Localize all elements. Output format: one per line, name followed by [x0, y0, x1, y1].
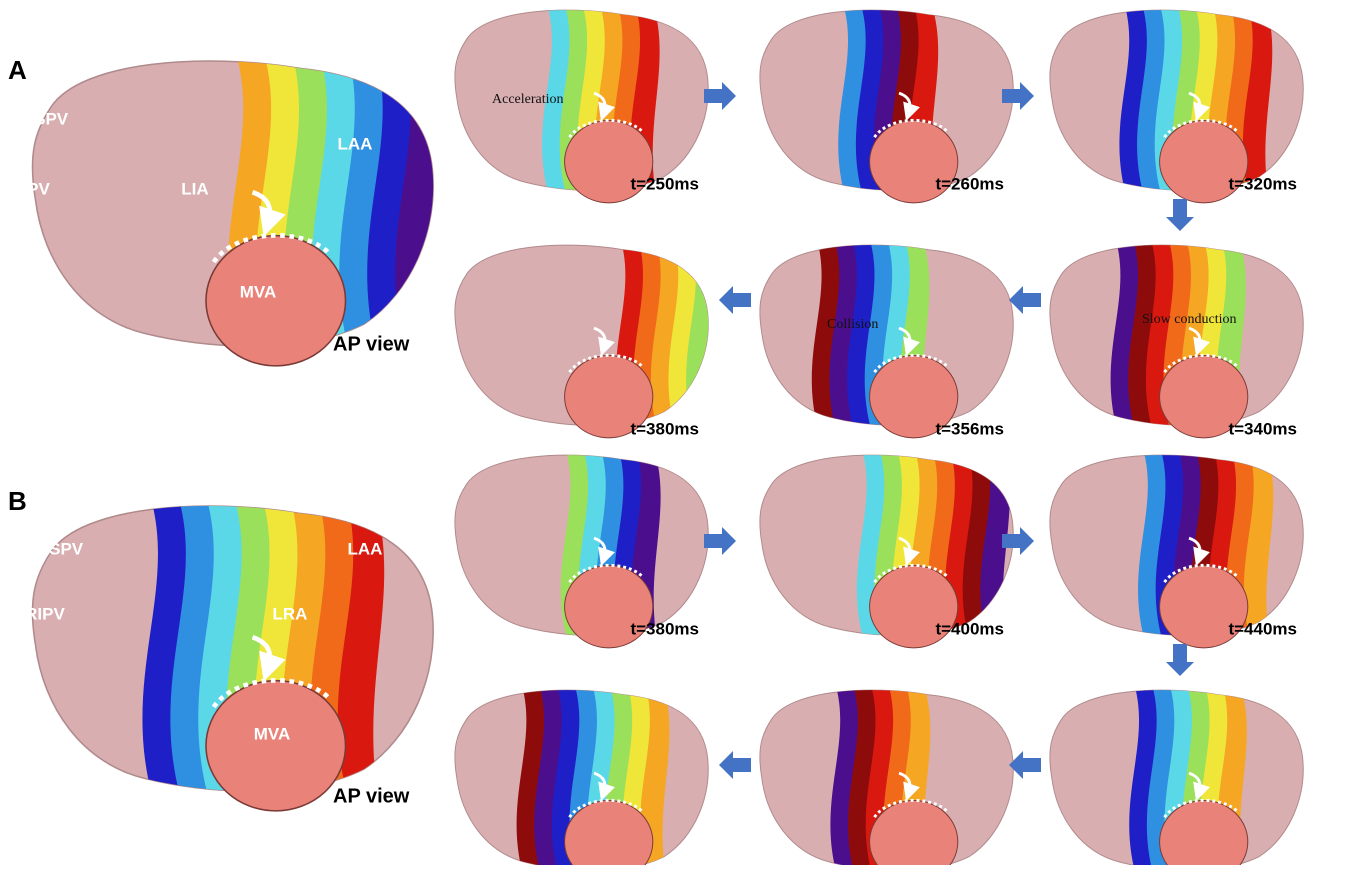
atrium-map	[455, 225, 716, 441]
atrium-map	[1050, 225, 1303, 441]
anatomy-label: RIPV	[25, 604, 65, 623]
time-label: t=356ms	[935, 419, 1004, 438]
time-label: t=380ms	[630, 619, 699, 638]
flow-arrow	[1166, 644, 1194, 676]
view-label: AP view	[333, 333, 410, 355]
annotation: Acceleration	[492, 92, 564, 107]
flow-arrow	[1009, 286, 1041, 314]
atrium-map	[455, 670, 708, 865]
anatomy-label: LIA	[181, 179, 208, 198]
atrium-map	[32, 475, 433, 816]
flow-arrow	[1166, 199, 1194, 231]
annotation: Slow conduction	[1142, 312, 1237, 327]
atrium-map	[1050, 435, 1303, 651]
panel-label: B	[8, 486, 27, 516]
time-label: t=260ms	[935, 174, 1004, 193]
figure: A RSPV RIPV LIA LAA MVA AP view t=250ms Accelera…	[0, 0, 1352, 865]
time-label: t=440ms	[1228, 619, 1297, 638]
time-label: t=380ms	[630, 419, 699, 438]
atrium-map	[760, 435, 1013, 651]
anatomy-label: MVA	[254, 724, 291, 743]
annotation: Collision	[827, 317, 878, 332]
atrium-map	[32, 30, 441, 371]
anatomy-label: LRA	[273, 604, 308, 623]
anatomy-label: RSPV	[37, 539, 84, 558]
flow-arrow	[719, 286, 751, 314]
atrium-map	[760, 670, 1013, 865]
anatomy-label: MVA	[240, 282, 277, 301]
anatomy-label: RSPV	[22, 109, 69, 128]
view-label: AP view	[333, 785, 410, 807]
flow-arrow	[719, 751, 751, 779]
anatomy-label: RIPV	[10, 179, 50, 198]
anatomy-label: LAA	[338, 134, 373, 153]
atrium-map	[1050, 670, 1303, 865]
flow-arrow	[704, 527, 736, 555]
atrium-map	[455, 435, 708, 651]
atrium-map	[760, 225, 1013, 441]
time-label: t=340ms	[1228, 419, 1297, 438]
flow-arrow	[704, 82, 736, 110]
panel-label: A	[8, 55, 27, 85]
time-label: t=320ms	[1228, 174, 1297, 193]
time-label: t=250ms	[630, 174, 699, 193]
anatomy-label: LAA	[348, 539, 383, 558]
time-label: t=400ms	[935, 619, 1004, 638]
flow-arrow	[1009, 751, 1041, 779]
